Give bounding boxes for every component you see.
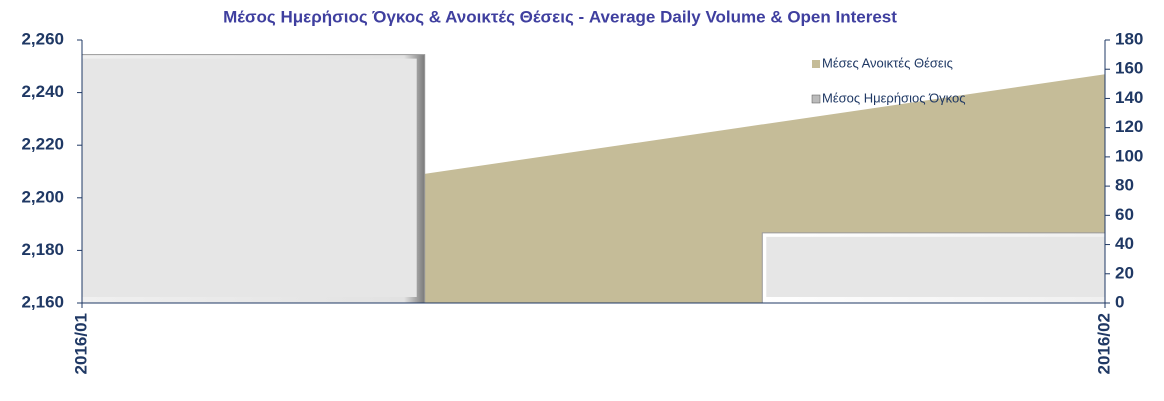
legend-label: Μέσες Ανοικτές Θέσεις xyxy=(822,55,953,70)
y2-tick-label: 80 xyxy=(1115,176,1134,195)
legend-swatch xyxy=(812,60,820,68)
y2-tick-label: 160 xyxy=(1115,59,1143,78)
legend-label: Μέσος Ημερήσιος Όγκος xyxy=(822,90,965,105)
y2-tick-label: 140 xyxy=(1115,88,1143,107)
x-tick-label: 2016/01 xyxy=(71,313,90,374)
y-tick-label: 2,180 xyxy=(21,240,64,259)
bar-face xyxy=(766,236,1105,297)
y2-tick-label: 60 xyxy=(1115,205,1134,224)
bar-face xyxy=(82,58,417,297)
y2-tick-label: 0 xyxy=(1115,292,1124,311)
y-tick-label: 2,160 xyxy=(21,292,64,311)
y-tick-label: 2,220 xyxy=(21,135,64,154)
y-tick-label: 2,200 xyxy=(21,187,64,206)
y2-tick-label: 40 xyxy=(1115,234,1134,253)
y2-tick-label: 100 xyxy=(1115,146,1143,165)
y-tick-label: 2,260 xyxy=(21,29,64,48)
legend-swatch xyxy=(811,94,821,104)
y2-tick-label: 180 xyxy=(1115,29,1143,48)
x-tick-label: 2016/02 xyxy=(1094,313,1113,374)
y2-tick-label: 20 xyxy=(1115,263,1134,282)
plot-area xyxy=(82,54,1105,303)
y-tick-label: 2,240 xyxy=(21,82,64,101)
chart-title: Μέσος Ημερήσιος Όγκος & Ανοικτές Θέσεις … xyxy=(223,7,897,26)
y2-tick-label: 120 xyxy=(1115,117,1143,136)
